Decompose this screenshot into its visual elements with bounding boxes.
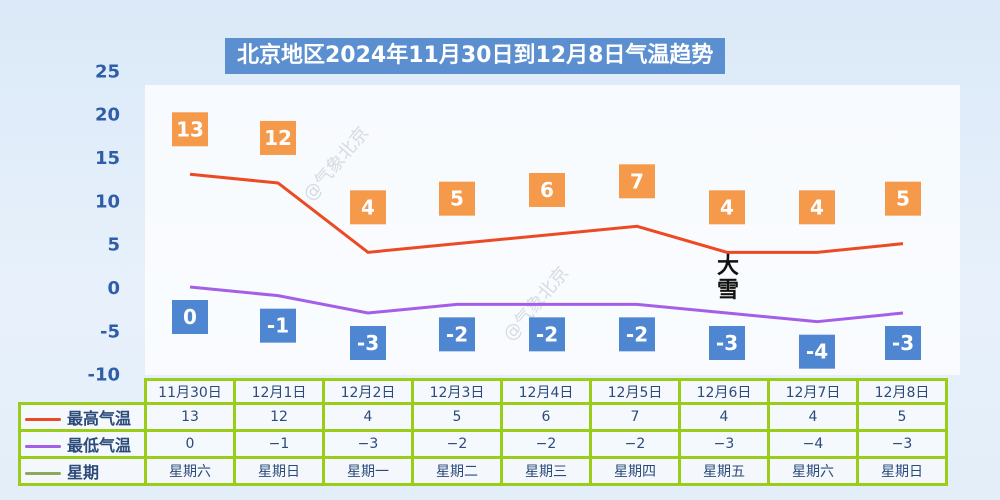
x-category-label: 12月7日 [767,378,859,405]
data-label-box [172,300,208,334]
legend-swatch [25,418,61,421]
data-label: 12 [264,126,292,150]
table-cell: −3 [322,429,414,459]
table-cell: −2 [411,429,503,459]
data-label: -4 [806,340,828,364]
data-label: -3 [716,331,738,355]
data-label: 4 [720,195,734,219]
data-label-box [439,181,475,216]
data-label-box [709,190,745,225]
legend-swatch [25,472,61,475]
table-cell: −3 [678,429,770,459]
data-label: -3 [892,331,914,355]
data-label-box [799,334,835,369]
table-cell: −2 [589,429,681,459]
table-row: 最高气温 13 12 4 5 6 7 4 4 5 [18,402,948,432]
chart-title: 北京地区2024年11月30日到12月8日气温趋势 [225,38,726,74]
data-label: -3 [357,331,379,355]
x-category-label: 12月6日 [678,378,770,405]
table-cell: 7 [589,402,681,432]
y-tick-label: 25 [95,61,120,82]
table-cell: −1 [233,429,325,459]
data-label: 4 [810,195,824,219]
table-cell: −2 [500,429,592,459]
table-cell: 4 [678,402,770,432]
table-cell: 6 [500,402,592,432]
heavy-snow-annotation: 大雪 [716,254,739,303]
data-label-box [885,181,921,216]
x-category-label: 12月1日 [233,378,325,405]
table-cell: 5 [411,402,503,432]
data-label-box [260,120,296,155]
y-tick-label: 0 [107,278,120,299]
table-cell: 星期日 [233,456,325,486]
data-label-box [172,112,208,147]
y-tick-label: 10 [95,191,120,212]
table-cell: 星期二 [411,456,503,486]
y-tick-label: -5 [100,321,120,342]
table-row: 最低气温 0 −1 −3 −2 −2 −2 −3 −4 −3 [18,429,948,459]
legend-label: 星期 [18,456,147,486]
data-label: 13 [176,117,204,141]
table-cell: 星期五 [678,456,770,486]
data-label: -2 [446,322,468,346]
y-tick-label: 15 [95,148,120,169]
data-label: -2 [626,322,648,346]
x-category-label: 12月4日 [500,378,592,405]
y-tick-label: 5 [107,235,120,256]
table-cell: 0 [144,429,236,459]
x-category-label: 12月3日 [411,378,503,405]
y-tick-label: -10 [87,365,120,386]
table-row: 星期 星期六 星期日 星期一 星期二 星期三 星期四 星期五 星期六 星期日 [18,456,948,486]
table-cell: 5 [856,402,948,432]
data-label-box [350,326,386,361]
table-cell: 星期一 [322,456,414,486]
x-category-label: 12月5日 [589,378,681,405]
table-cell: 星期六 [144,456,236,486]
table-cell: 4 [322,402,414,432]
x-category-label: 12月2日 [322,378,414,405]
data-label: 5 [450,187,464,211]
x-category-label: 11月30日 [144,378,236,405]
legend-label: 最低气温 [18,429,147,459]
table-cell: 星期三 [500,456,592,486]
data-label: 5 [896,187,910,211]
table-cell: 星期日 [856,456,948,486]
table-cell: −3 [856,429,948,459]
data-label-box [709,326,745,361]
series-line-high [189,172,904,254]
data-label: 0 [183,305,197,329]
x-category-label: 12月8日 [856,378,948,405]
data-label-box [529,317,565,352]
table-cell: 13 [144,402,236,432]
y-tick-label: 20 [95,105,120,126]
data-label-box [799,190,835,225]
table-cell: 4 [767,402,859,432]
data-table: 11月30日 12月1日 12月2日 12月3日 12月4日 12月5日 12月6日 12月7… [18,378,948,486]
data-label-box [619,164,655,199]
data-label-box [350,190,386,225]
data-label: 7 [630,169,644,193]
data-label-box [529,172,565,207]
data-label-box [439,317,475,352]
data-label: -1 [267,314,289,338]
data-label: -2 [536,322,558,346]
legend-swatch [25,445,61,448]
table-cell: 星期四 [589,456,681,486]
table-cell: 星期六 [767,456,859,486]
legend-label: 最高气温 [18,402,147,432]
data-label: 4 [361,195,375,219]
data-label-box [885,326,921,361]
table-cell: −4 [767,429,859,459]
table-cell: 12 [233,402,325,432]
data-label-box [619,317,655,352]
series-line-low [189,285,904,324]
data-label-box [260,308,296,343]
data-label: 6 [540,178,554,202]
